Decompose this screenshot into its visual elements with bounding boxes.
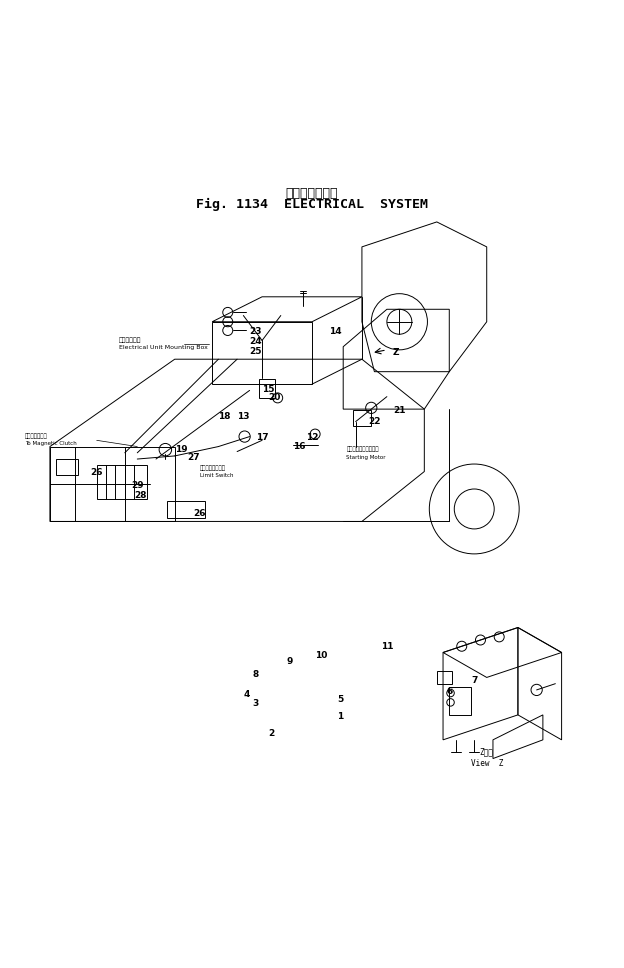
Text: 電気品取付算: 電気品取付算 [119,338,141,344]
Text: 12: 12 [306,433,318,441]
Bar [167,500,205,518]
Text: Electrical Unit Mounting Box: Electrical Unit Mounting Box [119,346,207,350]
Text: Z　矢
View  Z: Z 矢 View Z [470,747,503,768]
Text: 5: 5 [337,695,343,704]
Text: 19: 19 [175,445,187,454]
Text: 3: 3 [253,699,259,709]
Text: 27: 27 [187,453,200,462]
Text: リミットスイッチ: リミットスイッチ [200,466,226,471]
Text: 21: 21 [393,407,406,415]
Text: 14: 14 [329,326,342,336]
Text: 28: 28 [134,491,147,499]
Text: 4: 4 [243,690,250,700]
Text: 1: 1 [337,711,343,720]
Text: 23: 23 [250,326,262,336]
Text: 10: 10 [315,651,328,660]
Bar [437,671,452,683]
Text: 26: 26 [90,469,103,477]
Bar [353,410,371,426]
Bar [449,687,471,715]
Text: 電　気　系　統: 電 気 系 統 [286,188,338,200]
Text: 24: 24 [250,337,262,347]
Text: 16: 16 [293,442,306,451]
Text: 13: 13 [237,412,250,421]
Text: 2: 2 [268,729,275,738]
Text: 7: 7 [471,676,477,685]
Text: 29: 29 [131,481,144,490]
Bar [97,465,147,499]
Text: 11: 11 [381,642,393,650]
Text: Fig. 1134  ELECTRICAL  SYSTEM: Fig. 1134 ELECTRICAL SYSTEM [196,197,428,211]
Text: 25: 25 [250,348,262,356]
Text: 9: 9 [287,657,293,666]
Text: Starting Motor: Starting Motor [346,455,386,460]
Text: 18: 18 [218,412,231,421]
Text: スターティングモータ: スターティングモータ [346,447,379,452]
Text: 8: 8 [253,670,259,679]
Text: Z: Z [393,348,399,357]
Bar [259,379,275,398]
Text: Limit Switch: Limit Switch [200,473,233,478]
Text: 6: 6 [446,686,452,696]
Bar [56,459,78,474]
Text: 電磁クラッチへ: 電磁クラッチへ [25,433,47,439]
Text: 22: 22 [368,417,381,426]
Text: 15: 15 [262,384,275,394]
Text: 17: 17 [256,433,268,441]
Text: To Magnetic Clutch: To Magnetic Clutch [25,441,77,446]
Text: 26: 26 [193,509,206,518]
Text: 20: 20 [268,393,281,403]
